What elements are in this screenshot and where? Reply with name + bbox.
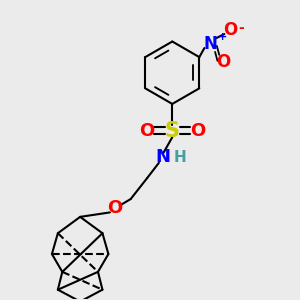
Text: O: O: [107, 199, 122, 217]
Text: N: N: [156, 148, 171, 166]
Text: S: S: [165, 121, 180, 141]
Text: O: O: [223, 21, 237, 39]
Text: O: O: [216, 53, 230, 71]
Text: O: O: [140, 122, 155, 140]
Text: +: +: [218, 32, 227, 42]
Text: N: N: [204, 35, 218, 53]
Text: H: H: [173, 150, 186, 165]
Text: O: O: [190, 122, 205, 140]
Text: -: -: [239, 21, 244, 35]
